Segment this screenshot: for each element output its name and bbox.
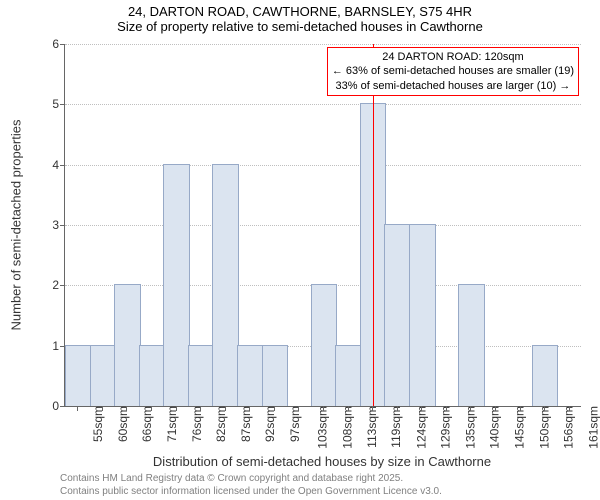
xtick-label: 92sqm (261, 406, 277, 442)
xtick-mark (102, 406, 103, 411)
plot-area: 012345655sqm60sqm66sqm71sqm76sqm82sqm87s… (64, 44, 581, 407)
xtick-label: 82sqm (212, 406, 228, 442)
footer-line-1: Contains HM Land Registry data © Crown c… (60, 473, 442, 486)
xtick-mark (126, 406, 127, 411)
ytick-label: 2 (52, 278, 65, 292)
xtick-mark (298, 406, 299, 411)
xtick-mark (569, 406, 570, 411)
annotation-box: 24 DARTON ROAD: 120sqm← 63% of semi-deta… (327, 47, 579, 96)
xtick-mark (274, 406, 275, 411)
xtick-mark (323, 406, 324, 411)
xtick-label: 66sqm (138, 406, 154, 442)
histogram-bar (163, 164, 190, 406)
gridline (65, 44, 581, 45)
xtick-label: 135sqm (461, 406, 477, 449)
xtick-label: 119sqm (387, 406, 403, 448)
xtick-label: 108sqm (338, 406, 354, 449)
xtick-label: 60sqm (114, 406, 130, 442)
marker-line (373, 44, 374, 406)
histogram-bar (114, 284, 141, 406)
xtick-label: 87sqm (237, 406, 253, 442)
histogram-bar (188, 345, 215, 406)
footer: Contains HM Land Registry data © Crown c… (60, 473, 442, 498)
histogram-bar (311, 284, 338, 406)
xtick-label: 156sqm (559, 406, 575, 449)
xtick-mark (176, 406, 177, 411)
xtick-label: 71sqm (163, 406, 179, 442)
xtick-label: 113sqm (362, 406, 378, 448)
xtick-mark (200, 406, 201, 411)
histogram-bar (237, 345, 264, 406)
title-line-1: 24, DARTON ROAD, CAWTHORNE, BARNSLEY, S7… (0, 4, 600, 19)
xtick-label: 55sqm (89, 406, 105, 442)
ytick-label: 0 (52, 399, 65, 413)
xtick-label: 161sqm (584, 406, 600, 449)
xtick-mark (225, 406, 226, 411)
xtick-label: 129sqm (437, 406, 453, 449)
xtick-mark (348, 406, 349, 411)
ytick-label: 3 (52, 218, 65, 232)
histogram-bar (212, 164, 239, 406)
xtick-label: 124sqm (412, 406, 428, 449)
xtick-mark (397, 406, 398, 411)
gridline (65, 225, 581, 226)
xtick-label: 140sqm (486, 406, 502, 449)
xtick-label: 97sqm (286, 406, 302, 442)
y-axis-label: Number of semi-detached properties (9, 120, 24, 331)
xtick-mark (151, 406, 152, 411)
xtick-mark (77, 406, 78, 411)
ytick-label: 4 (52, 158, 65, 172)
xtick-mark (495, 406, 496, 411)
histogram-bar (90, 345, 117, 406)
histogram-bar (65, 345, 92, 406)
chart-container: 24, DARTON ROAD, CAWTHORNE, BARNSLEY, S7… (0, 0, 600, 500)
ytick-label: 6 (52, 37, 65, 51)
histogram-bar (335, 345, 362, 406)
histogram-bar (139, 345, 166, 406)
ytick-label: 5 (52, 97, 65, 111)
histogram-bar (409, 224, 436, 406)
histogram-bar (262, 345, 289, 406)
xtick-mark (470, 406, 471, 411)
gridline (65, 165, 581, 166)
xtick-label: 150sqm (535, 406, 551, 449)
histogram-bar (384, 224, 411, 406)
histogram-bar (532, 345, 559, 406)
xtick-mark (421, 406, 422, 411)
title-line-2: Size of property relative to semi-detach… (0, 19, 600, 34)
ytick-label: 1 (52, 339, 65, 353)
xtick-mark (520, 406, 521, 411)
annotation-line-3: 33% of semi-detached houses are larger (… (332, 79, 574, 93)
title-block: 24, DARTON ROAD, CAWTHORNE, BARNSLEY, S7… (0, 4, 600, 34)
histogram-bar (458, 284, 485, 406)
xtick-label: 103sqm (314, 406, 330, 449)
xtick-mark (446, 406, 447, 411)
xtick-mark (372, 406, 373, 411)
xtick-label: 145sqm (510, 406, 526, 449)
annotation-line-1: 24 DARTON ROAD: 120sqm (332, 50, 574, 64)
annotation-line-2: ← 63% of semi-detached houses are smalle… (332, 64, 574, 78)
xtick-label: 76sqm (188, 406, 204, 442)
x-axis-label: Distribution of semi-detached houses by … (153, 454, 491, 469)
footer-line-2: Contains public sector information licen… (60, 486, 442, 499)
xtick-mark (544, 406, 545, 411)
gridline (65, 104, 581, 105)
xtick-mark (249, 406, 250, 411)
